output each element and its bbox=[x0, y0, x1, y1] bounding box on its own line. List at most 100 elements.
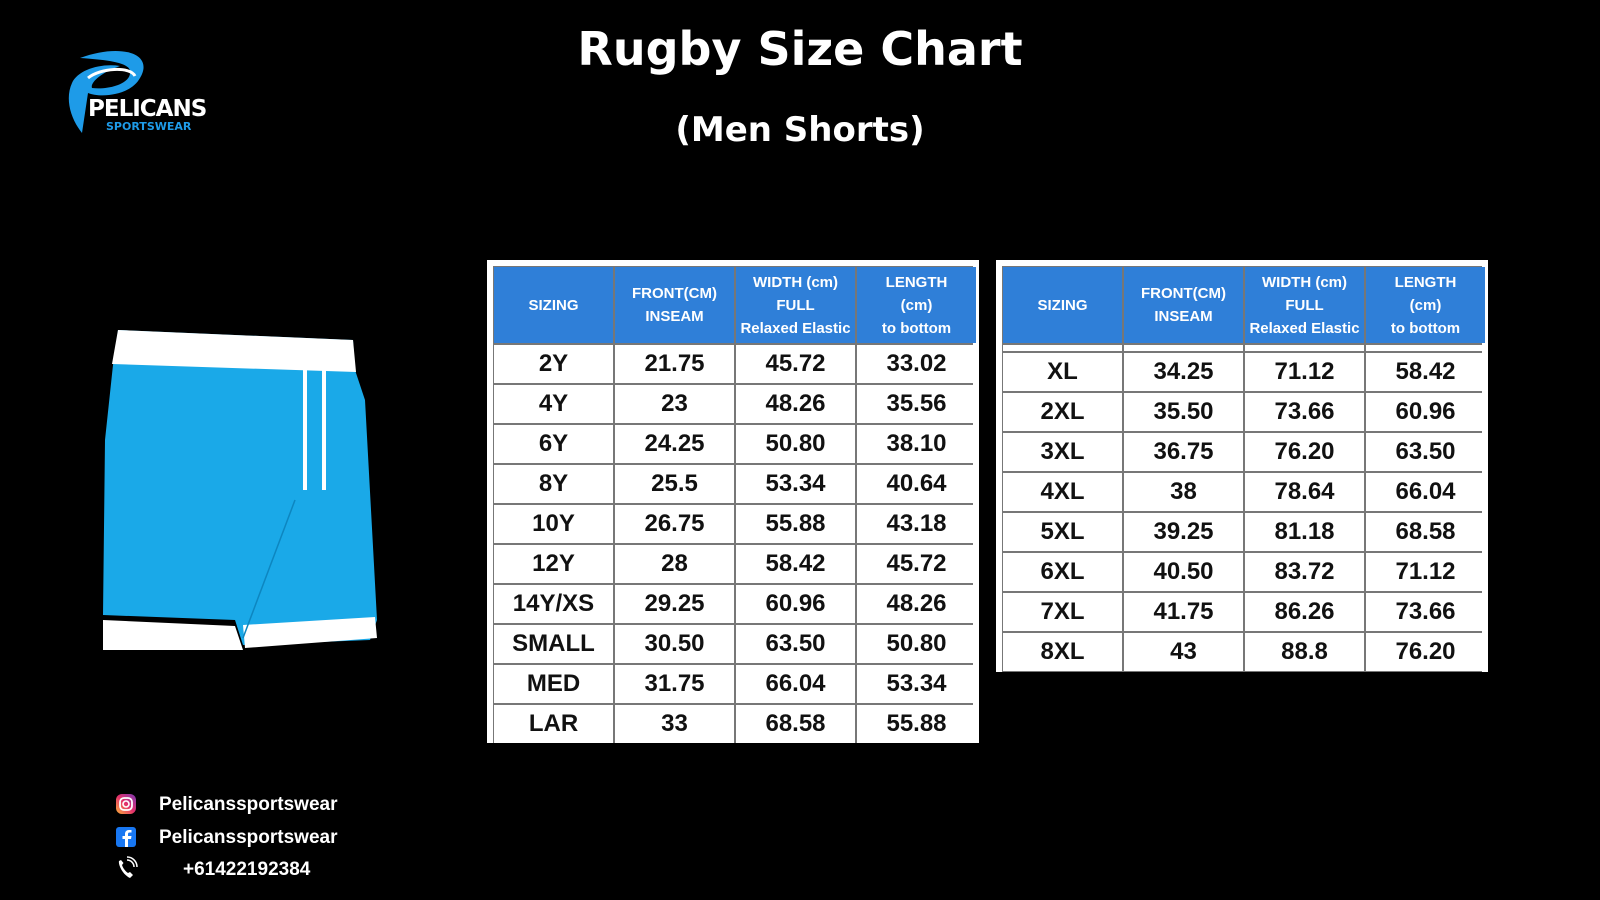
table-cell: 2Y bbox=[494, 345, 613, 383]
header-cell: FRONT(CM) INSEAM bbox=[615, 267, 734, 343]
header-line: (cm) bbox=[900, 296, 933, 314]
table-cell: 43 bbox=[1124, 633, 1243, 671]
table-cell: 58.42 bbox=[1366, 353, 1485, 391]
table-cell: SMALL bbox=[494, 625, 613, 663]
subtitle: (Men Shorts) bbox=[675, 110, 925, 150]
table-cell: 4XL bbox=[1003, 473, 1122, 511]
header-line: SIZING bbox=[528, 296, 579, 314]
header-cell: LENGTH (cm) to bottom bbox=[1366, 267, 1485, 343]
table-cell: 8XL bbox=[1003, 633, 1122, 671]
table-cell: 63.50 bbox=[736, 625, 855, 663]
table-cell: 10Y bbox=[494, 505, 613, 543]
table-cell: 45.72 bbox=[736, 345, 855, 383]
table-cell: 43.18 bbox=[857, 505, 976, 543]
table-cell: 40.64 bbox=[857, 465, 976, 503]
table-cell: 73.66 bbox=[1366, 593, 1485, 631]
table-cell: 25.5 bbox=[615, 465, 734, 503]
table-cell: 73.66 bbox=[1245, 393, 1364, 431]
header-line: Relaxed Elastic bbox=[740, 319, 851, 337]
table-cell: 30.50 bbox=[615, 625, 734, 663]
contact-icons bbox=[116, 794, 138, 878]
header-line: FRONT(CM) bbox=[632, 285, 717, 302]
table-cell: 4Y bbox=[494, 385, 613, 423]
table-cell: 26.75 bbox=[615, 505, 734, 543]
header-line: LENGTH bbox=[1394, 273, 1457, 291]
table-cell: 76.20 bbox=[1245, 433, 1364, 471]
title: Rugby Size Chart bbox=[577, 22, 1023, 76]
table-cell: 71.12 bbox=[1366, 553, 1485, 591]
instagram-handle: Pelicanssportswear bbox=[159, 794, 338, 815]
header-line: SIZING bbox=[1037, 296, 1088, 314]
spacer-cell bbox=[1366, 345, 1485, 351]
header-cell: WIDTH (cm) FULL Relaxed Elastic bbox=[1245, 267, 1364, 343]
table-cell: 78.64 bbox=[1245, 473, 1364, 511]
table-cell: 33 bbox=[615, 705, 734, 743]
spacer-cell bbox=[1003, 345, 1122, 351]
header-line: INSEAM bbox=[645, 308, 704, 325]
table-cell: 66.04 bbox=[736, 665, 855, 703]
table-cell: 53.34 bbox=[857, 665, 976, 703]
table-cell: 38 bbox=[1124, 473, 1243, 511]
table-grid: SIZING FRONT(CM) INSEAM WIDTH (cm) FULL Relax… bbox=[1002, 266, 1485, 672]
table-cell: 45.72 bbox=[857, 545, 976, 583]
table-cell: 12Y bbox=[494, 545, 613, 583]
table-cell: 76.20 bbox=[1366, 633, 1485, 671]
table-cell: 21.75 bbox=[615, 345, 734, 383]
header-line: to bottom bbox=[881, 319, 952, 337]
logo-tagline: SPORTSWEAR bbox=[106, 120, 192, 133]
size-table: SIZING FRONT(CM) INSEAM WIDTH (cm) FULL Relax… bbox=[487, 260, 979, 743]
table-cell: 60.96 bbox=[736, 585, 855, 623]
header-cell: LENGTH (cm) to bottom bbox=[857, 267, 976, 343]
facebook-handle: Pelicanssportswear bbox=[159, 827, 338, 848]
logo-mark bbox=[68, 50, 144, 133]
table-cell: 53.34 bbox=[736, 465, 855, 503]
table-cell: 41.75 bbox=[1124, 593, 1243, 631]
header-cell: WIDTH (cm) FULL Relaxed Elastic bbox=[736, 267, 855, 343]
table-cell: 35.56 bbox=[857, 385, 976, 423]
table-cell: 88.8 bbox=[1245, 633, 1364, 671]
table-cell: 68.58 bbox=[736, 705, 855, 743]
table-cell: 35.50 bbox=[1124, 393, 1243, 431]
table-cell: 68.58 bbox=[1366, 513, 1485, 551]
table-cell: 31.75 bbox=[615, 665, 734, 703]
table-cell: XL bbox=[1003, 353, 1122, 391]
header-line: FULL bbox=[776, 296, 815, 314]
header-cell: FRONT(CM) INSEAM bbox=[1124, 267, 1243, 343]
table-cell: MED bbox=[494, 665, 613, 703]
table-cell: 55.88 bbox=[857, 705, 976, 743]
table-cell: 60.96 bbox=[1366, 393, 1485, 431]
shorts-illustration bbox=[103, 330, 377, 650]
table-grid: SIZING FRONT(CM) INSEAM WIDTH (cm) FULL Relax… bbox=[493, 266, 976, 743]
header-line: INSEAM bbox=[1154, 308, 1213, 325]
header-line: WIDTH (cm) bbox=[753, 273, 838, 291]
table-cell: 24.25 bbox=[615, 425, 734, 463]
header-cell: SIZING bbox=[1003, 267, 1122, 343]
table-cell: 86.26 bbox=[1245, 593, 1364, 631]
table-cell: 55.88 bbox=[736, 505, 855, 543]
logo-name: PELICANS bbox=[88, 96, 207, 122]
spacer-cell bbox=[1124, 345, 1243, 351]
table-cell: LAR bbox=[494, 705, 613, 743]
header-line: (cm) bbox=[1409, 296, 1442, 314]
table-cell: 38.10 bbox=[857, 425, 976, 463]
table-cell: 71.12 bbox=[1245, 353, 1364, 391]
table-cell: 36.75 bbox=[1124, 433, 1243, 471]
table-cell: 6Y bbox=[494, 425, 613, 463]
table-cell: 28 bbox=[615, 545, 734, 583]
header-cell: SIZING bbox=[494, 267, 613, 343]
table-cell: 81.18 bbox=[1245, 513, 1364, 551]
table-cell: 23 bbox=[615, 385, 734, 423]
header-line: WIDTH (cm) bbox=[1262, 273, 1347, 291]
table-cell: 63.50 bbox=[1366, 433, 1485, 471]
spacer-cell bbox=[1245, 345, 1364, 351]
table-cell: 6XL bbox=[1003, 553, 1122, 591]
table-cell: 83.72 bbox=[1245, 553, 1364, 591]
table-cell: 50.80 bbox=[857, 625, 976, 663]
header-line: to bottom bbox=[1390, 319, 1461, 337]
phone-number: +61422192384 bbox=[183, 859, 311, 880]
table-cell: 5XL bbox=[1003, 513, 1122, 551]
table-cell: 14Y/XS bbox=[494, 585, 613, 623]
table-cell: 48.26 bbox=[857, 585, 976, 623]
table-cell: 2XL bbox=[1003, 393, 1122, 431]
